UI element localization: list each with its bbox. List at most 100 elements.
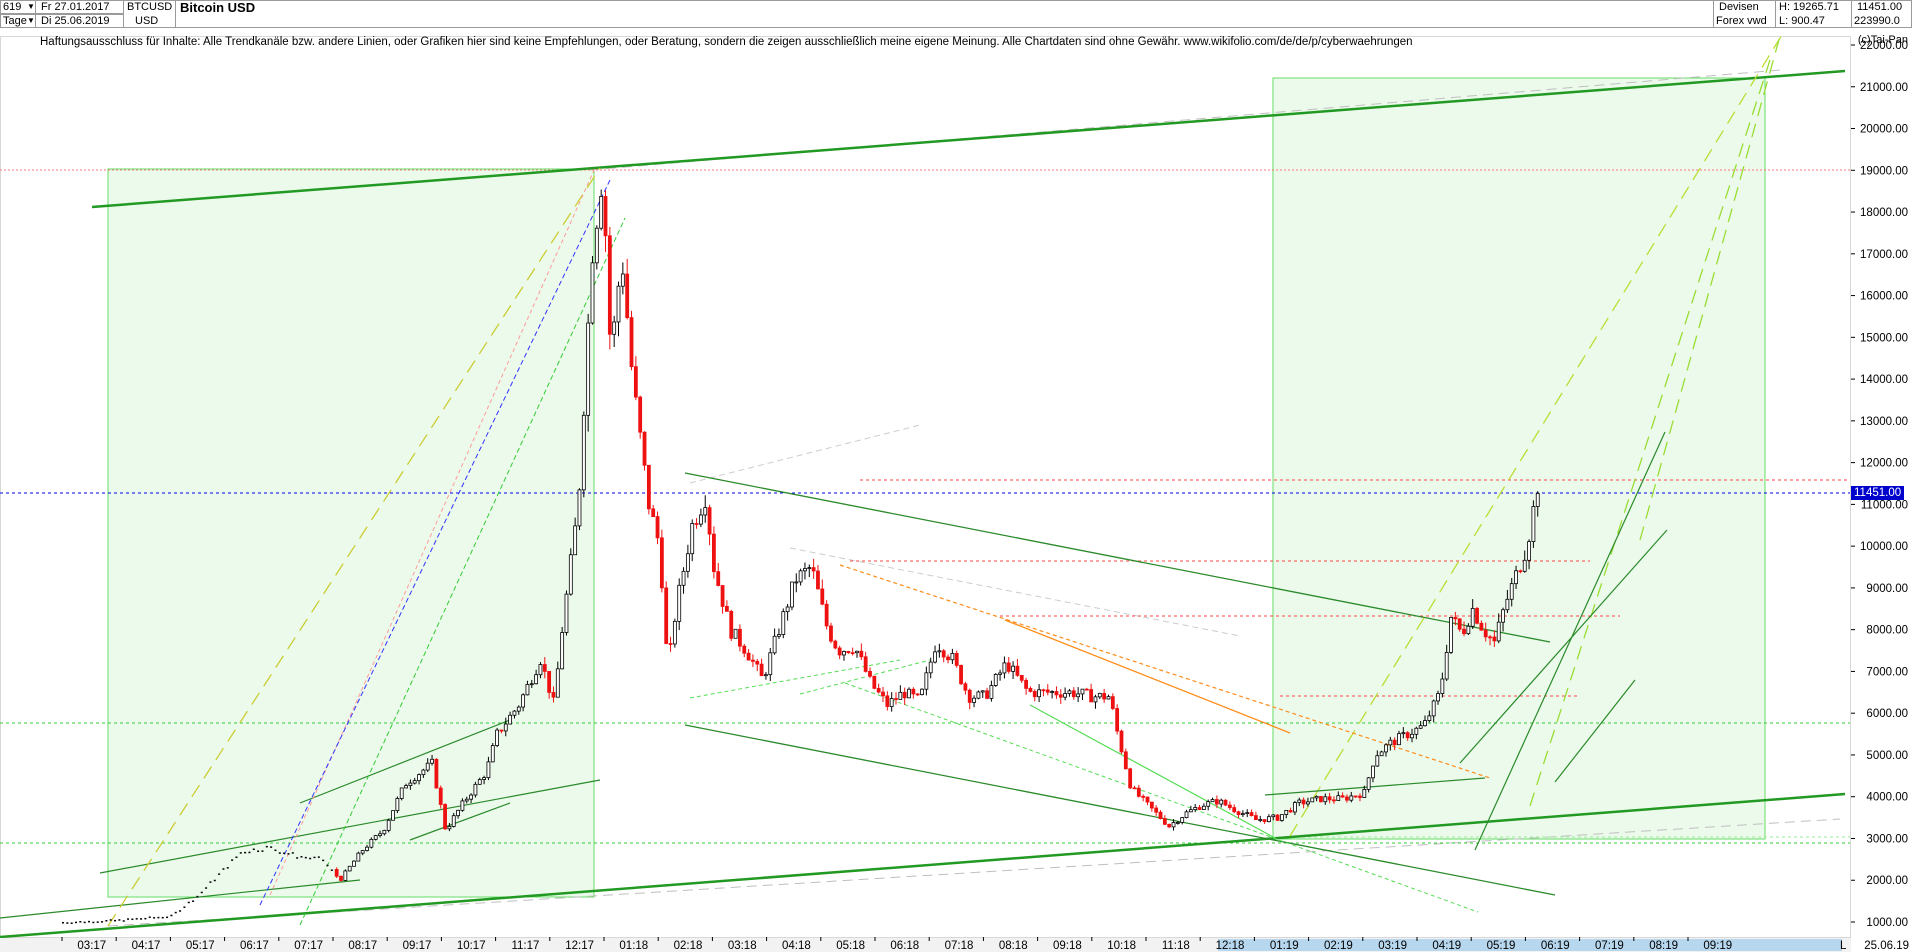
y-tick-label: 18000.00 [1860,207,1908,219]
currency-text: USD [135,15,159,27]
candle-body [1371,765,1375,779]
candle-body [1392,739,1397,746]
y-tick-label: 20000.00 [1860,124,1908,136]
candle-body [1115,708,1120,732]
candle-body [1028,688,1033,692]
price-point [322,859,325,862]
symbol-box[interactable]: BTCUSD USD [124,0,176,28]
zone-box-2017 [107,168,595,898]
candle-body [477,779,482,785]
x-tick-label: 06:18 [890,940,919,952]
x-tick-label: 09:18 [1053,940,1082,952]
candle-body [1201,805,1206,810]
price-point [239,852,242,854]
price-point [187,901,190,904]
candle-body [664,587,669,644]
candle-body [438,787,443,805]
y-tick-label: 10000.00 [1860,541,1908,553]
candle-body [876,687,881,693]
price-point [83,921,86,924]
y-tick-label: 12000.00 [1860,458,1908,470]
x-tick-label: 11:18 [1162,940,1190,952]
candle-body [1128,768,1133,789]
candle-body [1123,751,1128,770]
candle-body [1388,739,1393,746]
candle-body [1332,799,1336,802]
x-tick-label: 04:17 [132,940,161,952]
price-point [183,906,186,908]
candle-body [594,227,599,264]
candle-body [620,273,625,287]
candle-body [915,693,920,696]
y-tick-label: 2000.00 [1866,875,1908,887]
price-point [96,921,99,923]
x-tick-label: 03:17 [77,940,106,952]
y-axis: 1000.00 2000.00 3000.00 4000.00 5000.00 6000.… [1851,40,1908,929]
candle-body [712,533,716,573]
price-point [291,852,294,854]
candle-body [898,691,903,700]
candle-body [1254,815,1258,821]
candle-body [833,640,838,649]
x-tick-label: 08:18 [999,940,1028,952]
candle-body [772,635,777,654]
candle-body [482,777,486,780]
candle-body [1227,804,1232,808]
candle-body [399,787,404,799]
candle-body [638,396,643,433]
guide-line [789,547,1241,637]
x-axis: 03:17 04:17 05:17 06:17 07:17 08:17 09:17 10:17… [0,937,1909,952]
start-date[interactable]: Fr 27.01.2017 [36,0,124,14]
candle-body [369,838,374,848]
x-end-label: 25.06.19 [1864,940,1909,952]
candle-body [1284,810,1289,816]
candle-body [1327,796,1332,801]
candle-body [1076,693,1081,698]
candle-body [1431,700,1436,717]
candle-body [538,664,543,676]
x-tick-label: 12:18 [1216,940,1245,952]
price-point [304,856,307,859]
y-tick-label: 13000.00 [1860,416,1908,428]
candle-body [972,697,976,703]
candle-body [716,571,721,586]
candle-body [829,625,833,642]
candle-body [1275,814,1280,821]
price-point [114,919,117,922]
price-point [140,918,143,920]
candle-body [1462,628,1466,635]
price-point [296,857,299,859]
candle-body [798,570,803,583]
candle-body [1214,799,1219,805]
candle-body [768,652,773,676]
candle-body [803,568,807,572]
candle-body [1397,733,1401,746]
y-tick-label: 5000.00 [1866,750,1908,762]
candle-body [959,665,963,685]
candle-body [1527,541,1531,561]
candle-body [1054,691,1059,696]
candle-body [1280,814,1284,821]
symbol-text: BTCUSD [127,1,173,13]
candle-body [655,516,660,539]
count-select[interactable]: 619 ▼ [0,0,36,14]
candle-body [733,628,738,639]
down-channel-upper [684,472,1551,643]
candle-body [889,698,894,707]
x-axis-highlight [1218,939,1842,951]
candle-body [1015,665,1020,676]
candle-body [1210,799,1215,803]
candle-body [920,688,924,695]
candle-body [529,683,534,686]
candle-body [1223,799,1228,806]
price-point [200,891,203,894]
candle-body [1453,617,1458,620]
price-point [274,849,277,852]
candle-body [668,643,673,645]
end-date[interactable]: Di 25.06.2019 [36,14,124,28]
candle-body [633,366,638,398]
period-select[interactable]: Tage ▼ [0,14,36,28]
resistance-line [1004,619,1291,734]
candle-body [1483,629,1488,638]
